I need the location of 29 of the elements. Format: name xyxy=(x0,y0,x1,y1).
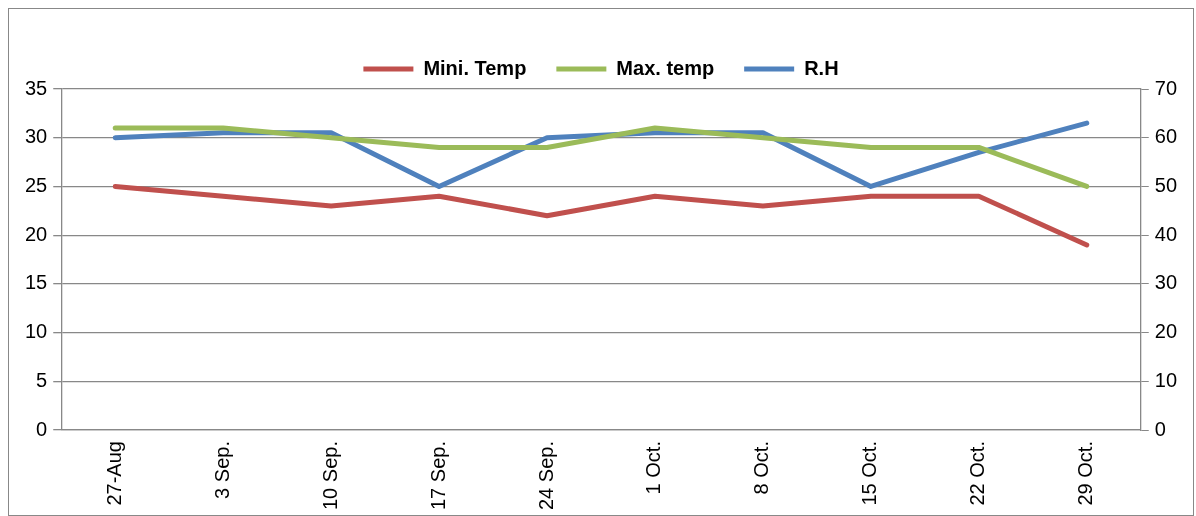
y-tick-label: 35 xyxy=(25,76,48,99)
y-tick-label: 0 xyxy=(36,417,48,440)
y-tick-label: 15 xyxy=(25,271,48,294)
y-tick-label: 5 xyxy=(36,368,48,391)
y-tick-label: 10 xyxy=(25,320,48,343)
x-tick-label: 24 Sep. xyxy=(534,441,557,511)
legend-label: R.H xyxy=(804,56,839,79)
x-tick-label: 17 Sep. xyxy=(426,441,449,511)
y2-tick-label: 20 xyxy=(1154,320,1177,343)
y2-tick-label: 50 xyxy=(1154,173,1177,196)
y2-tick-label: 30 xyxy=(1154,271,1177,294)
x-tick-label: 27-Aug xyxy=(102,441,125,506)
y-tick-label: 30 xyxy=(25,125,48,148)
y2-tick-label: 0 xyxy=(1154,417,1166,440)
y-tick-label: 25 xyxy=(25,173,48,196)
x-tick-label: 22 Oct. xyxy=(966,441,989,506)
y2-tick-label: 40 xyxy=(1154,222,1177,245)
x-tick-label: 15 Oct. xyxy=(858,441,881,506)
x-tick-label: 1 Oct. xyxy=(642,441,665,495)
x-tick-label: 29 Oct. xyxy=(1074,441,1097,506)
x-tick-label: 10 Sep. xyxy=(318,441,341,511)
legend-label: Max. temp xyxy=(616,56,715,79)
y2-tick-label: 60 xyxy=(1154,125,1177,148)
legend-label: Mini. Temp xyxy=(423,56,527,79)
x-tick-label: 8 Oct. xyxy=(750,441,773,495)
y2-tick-label: 70 xyxy=(1154,76,1177,99)
y2-tick-label: 10 xyxy=(1154,368,1177,391)
x-tick-label: 3 Sep. xyxy=(210,441,233,499)
y-tick-label: 20 xyxy=(25,222,48,245)
